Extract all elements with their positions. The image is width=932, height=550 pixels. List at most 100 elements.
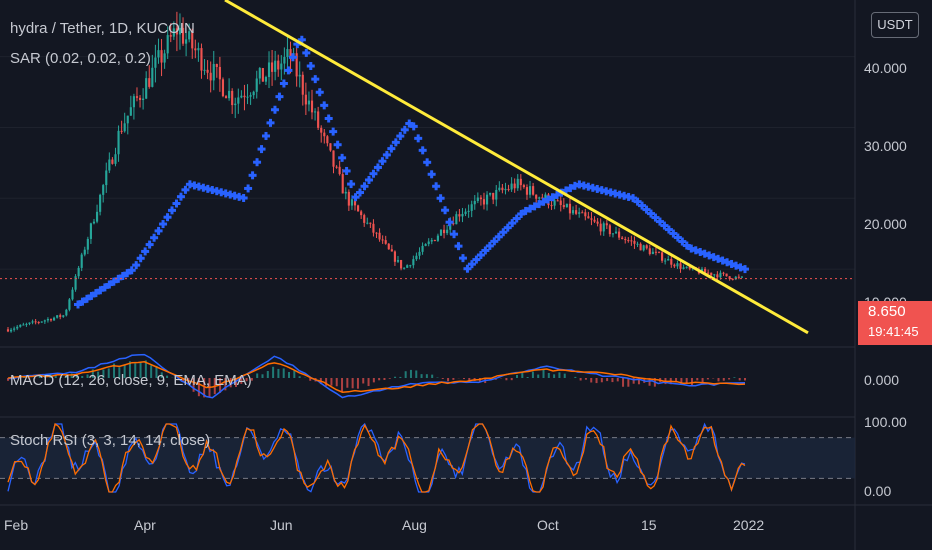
candle-body bbox=[298, 74, 301, 77]
candle-body bbox=[427, 241, 430, 245]
candle-body bbox=[344, 191, 347, 194]
candle-body bbox=[575, 210, 578, 214]
candle-body bbox=[679, 263, 682, 269]
macd-tick: 0.000 bbox=[864, 372, 900, 388]
candle-body bbox=[636, 243, 639, 245]
candle-body bbox=[111, 159, 114, 164]
candle-body bbox=[145, 78, 148, 99]
candle-body bbox=[393, 251, 396, 262]
candle-body bbox=[734, 276, 737, 280]
candle-body bbox=[151, 67, 154, 87]
grid-lines bbox=[0, 56, 855, 270]
candle-body bbox=[596, 221, 599, 224]
candle-body bbox=[513, 183, 516, 189]
stoch-tick: 100.00 bbox=[864, 414, 907, 430]
candle-body bbox=[350, 199, 354, 206]
currency-button[interactable]: USDT bbox=[871, 12, 919, 38]
time-tick: 15 bbox=[641, 517, 657, 533]
candle-body bbox=[178, 27, 182, 35]
candle-body bbox=[261, 68, 264, 82]
candle-body bbox=[360, 211, 363, 216]
candle-body bbox=[645, 245, 648, 249]
candle-body bbox=[719, 272, 722, 278]
candle-body bbox=[89, 223, 92, 239]
candle-body bbox=[215, 64, 218, 67]
candle-body bbox=[258, 68, 261, 79]
candle-body bbox=[283, 56, 286, 64]
symbol-title[interactable]: hydra / Tether, 1D, KUCOIN bbox=[10, 20, 195, 37]
stoch-rsi-legend[interactable]: Stoch RSI (3, 3, 14, 14, close) bbox=[10, 432, 211, 449]
candle-body bbox=[479, 197, 482, 200]
candle-body bbox=[108, 159, 111, 171]
candle-body bbox=[439, 229, 443, 236]
candle-body bbox=[587, 216, 590, 219]
candle-body bbox=[234, 103, 237, 106]
candle-body bbox=[132, 96, 135, 108]
candle-body bbox=[621, 237, 624, 240]
candle-body bbox=[605, 223, 608, 226]
candle-body bbox=[449, 222, 452, 230]
candle-body bbox=[409, 265, 412, 267]
candle-body bbox=[317, 111, 320, 128]
candle-body bbox=[102, 185, 105, 195]
candle-body bbox=[489, 192, 492, 195]
candle-body bbox=[77, 267, 80, 277]
macd-legend[interactable]: MACD (12, 26, close, 9, EMA, EMA) bbox=[10, 372, 252, 389]
candle-body bbox=[639, 243, 642, 251]
candle-body bbox=[372, 223, 375, 233]
candle-body bbox=[335, 166, 338, 168]
candle-body bbox=[710, 272, 713, 276]
time-tick: Oct bbox=[537, 517, 559, 533]
trendline[interactable] bbox=[224, 0, 809, 335]
candle-body bbox=[160, 50, 163, 63]
candle-body bbox=[31, 321, 34, 323]
candle-body bbox=[249, 95, 252, 97]
candle-body bbox=[614, 231, 618, 234]
candle-body bbox=[670, 258, 673, 265]
candle-body bbox=[194, 48, 197, 51]
candle-body bbox=[191, 31, 194, 49]
candle-body bbox=[406, 265, 409, 268]
stoch-tick: 0.00 bbox=[864, 483, 892, 499]
candle-body bbox=[92, 221, 96, 224]
candle-body bbox=[442, 229, 446, 234]
candle-body bbox=[608, 225, 611, 235]
candle-body bbox=[237, 97, 240, 104]
stoch-band-fill bbox=[0, 437, 855, 479]
candle-body bbox=[704, 268, 707, 273]
candle-body bbox=[25, 323, 28, 325]
candle-body bbox=[618, 231, 621, 238]
candle-body bbox=[430, 240, 433, 242]
candle-body bbox=[728, 276, 731, 279]
candle-body bbox=[378, 232, 381, 240]
candle-body bbox=[135, 96, 139, 98]
candle-body bbox=[341, 174, 344, 194]
candle-body bbox=[421, 245, 424, 252]
candle-body bbox=[166, 35, 169, 54]
candle-body bbox=[19, 324, 22, 327]
candle-body bbox=[363, 215, 366, 223]
candle-body bbox=[648, 248, 651, 255]
candle-body bbox=[264, 77, 268, 82]
candle-body bbox=[117, 130, 120, 155]
price-tick: 30.000 bbox=[864, 138, 907, 154]
candle-body bbox=[707, 272, 710, 274]
candle-body bbox=[673, 264, 676, 267]
candle-body bbox=[470, 204, 473, 211]
candle-body bbox=[550, 205, 553, 207]
price-tick: 20.000 bbox=[864, 216, 907, 232]
candle-body bbox=[725, 273, 728, 277]
candle-body bbox=[142, 98, 145, 101]
candle-body bbox=[399, 260, 403, 269]
candle-body bbox=[99, 194, 102, 212]
candle-body bbox=[532, 186, 535, 195]
candle-body bbox=[562, 205, 565, 208]
sar-legend[interactable]: SAR (0.02, 0.02, 0.2) bbox=[10, 50, 151, 67]
candle-body bbox=[172, 28, 175, 37]
candle-body bbox=[185, 39, 188, 44]
bar-countdown: 19:41:45 bbox=[868, 324, 919, 339]
candle-body bbox=[403, 267, 406, 269]
candle-body bbox=[49, 319, 53, 321]
candle-body bbox=[722, 272, 725, 274]
